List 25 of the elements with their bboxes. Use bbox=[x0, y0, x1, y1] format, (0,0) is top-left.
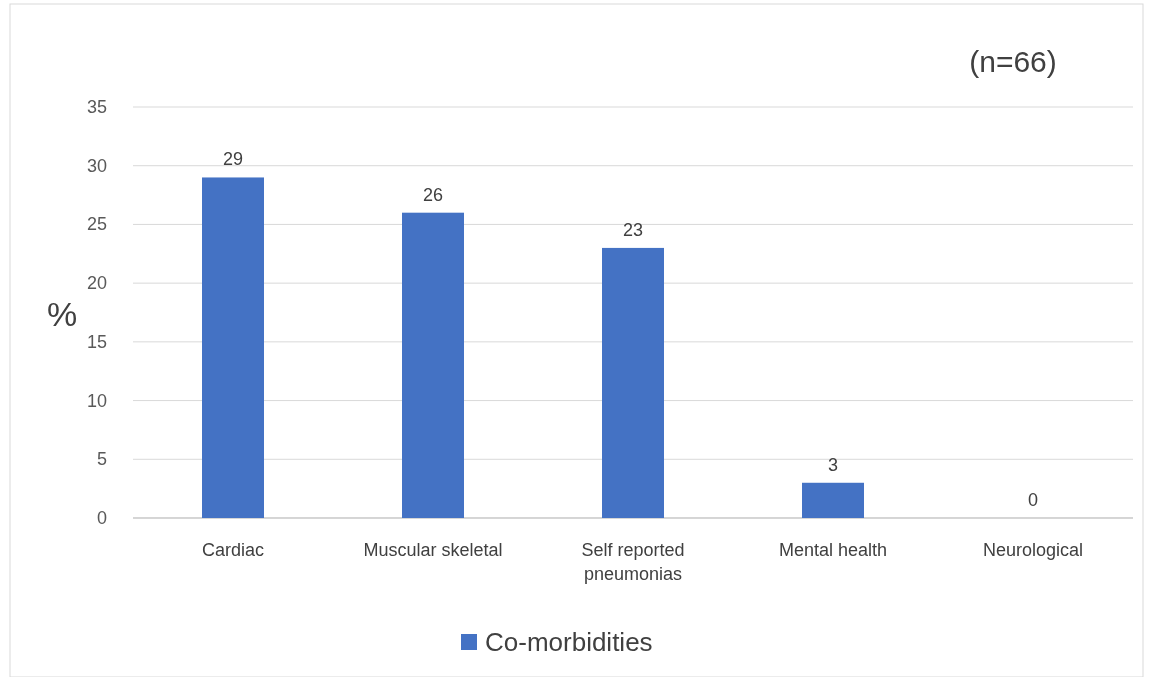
x-tick-label: Muscular skeletal bbox=[363, 540, 503, 560]
bar bbox=[802, 482, 864, 518]
x-tick-label: Self reported pneumonias bbox=[581, 540, 685, 584]
data-label: 23 bbox=[622, 219, 644, 240]
data-label: 26 bbox=[422, 184, 444, 205]
y-axis-title: % bbox=[46, 295, 78, 333]
y-tick-label: 30 bbox=[86, 155, 107, 176]
y-tick-label: 0 bbox=[96, 508, 107, 528]
y-tick-label: 15 bbox=[86, 331, 107, 352]
y-tick-label: 10 bbox=[86, 390, 107, 411]
bar bbox=[402, 212, 464, 518]
x-tick-label: Mental health bbox=[778, 540, 888, 560]
bar bbox=[602, 247, 664, 518]
x-tick-label: Cardiac bbox=[201, 540, 265, 560]
bar bbox=[202, 177, 264, 518]
legend-label: Co-morbidities bbox=[485, 627, 653, 657]
y-tick-label: 25 bbox=[86, 214, 107, 235]
y-tick-label: 5 bbox=[96, 449, 107, 470]
text: (n=66) bbox=[969, 45, 1057, 78]
x-tick-label: Neurological bbox=[982, 540, 1084, 560]
data-label: 3 bbox=[827, 454, 839, 475]
y-tick-label: 20 bbox=[86, 273, 107, 294]
y-tick-label: 35 bbox=[86, 97, 107, 117]
data-label: 0 bbox=[1027, 490, 1039, 510]
data-label: 29 bbox=[222, 149, 244, 170]
